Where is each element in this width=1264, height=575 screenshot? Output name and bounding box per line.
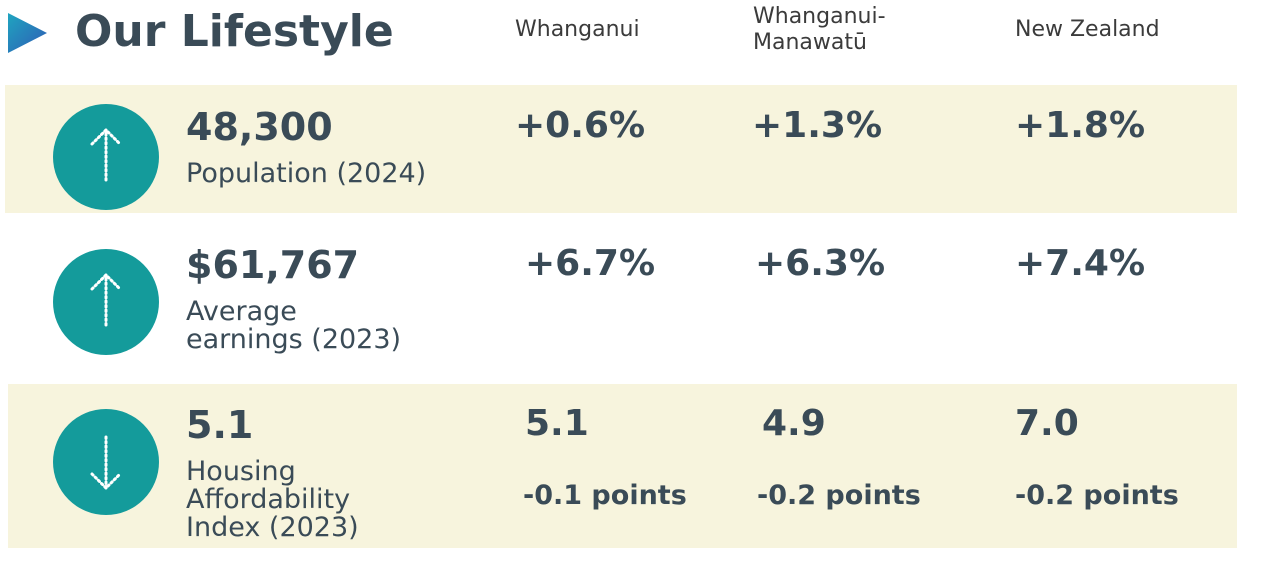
- headline: $61,767: [186, 243, 360, 287]
- value: +1.3%: [752, 105, 883, 146]
- column-header-line: Whanganui-: [753, 4, 886, 29]
- band: [8, 384, 1237, 548]
- change: -0.1 points: [523, 480, 687, 511]
- column-header-line: Manawatū: [753, 30, 867, 55]
- headline: 48,300: [186, 105, 333, 149]
- value: +1.8%: [1015, 105, 1146, 146]
- band: [5, 85, 1237, 213]
- title: Our Lifestyle: [75, 6, 394, 57]
- change: -0.2 points: [757, 480, 921, 511]
- change: -0.2 points: [1015, 480, 1179, 511]
- value: +7.4%: [1015, 243, 1146, 284]
- value: 5.1: [525, 403, 589, 444]
- label-line: Housing: [186, 456, 296, 487]
- value: +6.3%: [755, 243, 886, 284]
- value: 4.9: [762, 403, 826, 444]
- title-arrow: [8, 13, 47, 53]
- column-header-line: Whanganui: [515, 17, 640, 42]
- label: Housing Affordability Index (2023): [186, 458, 359, 542]
- label: Average earnings (2023): [186, 298, 401, 354]
- headline: 5.1: [186, 403, 254, 447]
- value: +6.7%: [525, 243, 656, 284]
- value: 7.0: [1015, 403, 1079, 444]
- column-header: Whanganui: [515, 17, 640, 43]
- column-header-line: New Zealand: [1015, 17, 1160, 42]
- column-header: New Zealand: [1015, 17, 1160, 43]
- column-header: Whanganui- Manawatū: [753, 4, 886, 56]
- icon-up: [53, 104, 159, 210]
- icon-up: [53, 249, 159, 355]
- value: +0.6%: [515, 105, 646, 146]
- label-line: Affordability: [186, 484, 351, 515]
- label-line: earnings (2023): [186, 324, 402, 355]
- label-line: Average: [186, 296, 297, 327]
- label-line: Index (2023): [186, 512, 359, 543]
- icon-down: [53, 409, 159, 515]
- label: Population (2024): [186, 160, 426, 188]
- label-line: Population (2024): [186, 158, 427, 189]
